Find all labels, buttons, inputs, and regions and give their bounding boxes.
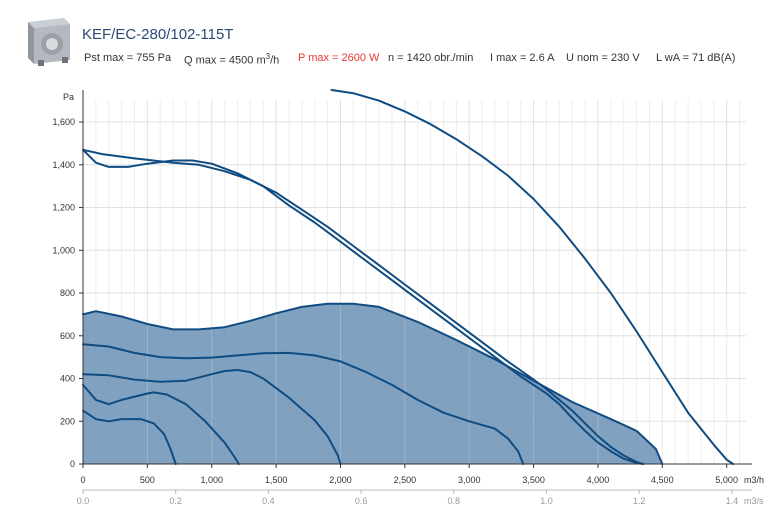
series-line-3: [82, 369, 342, 465]
y-tick-label: 400: [60, 374, 75, 384]
x2-tick-label: 0.2: [169, 496, 182, 506]
x-tick-label: 2,000: [329, 475, 352, 485]
x-tick-label: 2,500: [394, 475, 417, 485]
series-line-4: [82, 383, 240, 465]
chart-title: KEF/EC-280/102-115T: [82, 26, 234, 43]
operating-area: [83, 303, 663, 464]
x2-tick-label: 0.0: [77, 496, 90, 506]
spec-rpm: n = 1420 obr./min: [388, 52, 474, 64]
spec-q-max: Q max = 4500 m3/h: [184, 52, 279, 67]
series-line-7: [82, 148, 644, 465]
y-tick-label: 800: [60, 288, 75, 298]
y-tick-label: 0: [70, 459, 75, 469]
series-line-8: [330, 89, 735, 465]
y-tick-label: 600: [60, 331, 75, 341]
x2-axis-label: m3/s: [744, 496, 764, 506]
series-line-2: [82, 343, 525, 465]
spec-lwa: L wA = 71 dB(A): [656, 52, 736, 64]
product-image: [28, 18, 70, 66]
y-tick-label: 200: [60, 416, 75, 426]
y-tick-label: 1,400: [52, 160, 75, 170]
x-tick-label: 4,500: [651, 475, 674, 485]
x2-tick-label: 0.6: [355, 496, 368, 506]
y-tick-label: 1,000: [52, 245, 75, 255]
x-axis-label: m3/h: [744, 475, 764, 485]
x-tick-label: 5,000: [715, 475, 738, 485]
spec-q-max-suffix: /h: [270, 54, 280, 67]
series-line-1: [82, 302, 664, 465]
x2-tick-label: 1.2: [633, 496, 646, 506]
y-tick-label: 1,600: [52, 117, 75, 127]
spec-p-max: P max = 2600 W: [298, 52, 380, 64]
x-tick-label: 1,000: [200, 475, 223, 485]
spec-u-nom: U nom = 230 V: [566, 52, 640, 64]
y-axis-label: Pa: [63, 92, 74, 102]
x2-tick-label: 1.4: [726, 496, 739, 506]
spec-q-max-prefix: Q max = 4500 m: [184, 54, 266, 67]
x-tick-label: 500: [140, 475, 155, 485]
x-tick-label: 1,500: [265, 475, 288, 485]
x-tick-label: 3,500: [522, 475, 545, 485]
spec-q-max-sup: 3: [265, 52, 271, 61]
spec-i-max: I max = 2.6 A: [490, 52, 555, 64]
x-tick-label: 3,000: [458, 475, 481, 485]
x-tick-label: 4,000: [587, 475, 610, 485]
x2-tick-label: 0.8: [448, 496, 461, 506]
series-line-6: [82, 148, 644, 465]
x-tick-label: 0: [80, 475, 85, 485]
x2-tick-label: 0.4: [262, 496, 275, 506]
series-line-5: [82, 409, 177, 465]
x2-tick-label: 1.0: [540, 496, 553, 506]
spec-pst-max: Pst max = 755 Pa: [84, 52, 172, 64]
y-tick-label: 1,200: [52, 203, 75, 213]
